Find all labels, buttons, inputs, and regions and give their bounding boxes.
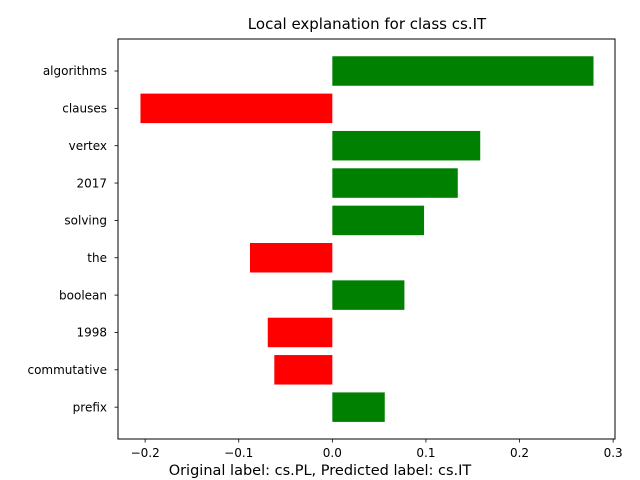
bar-2017 bbox=[332, 168, 458, 198]
y-tick-label-boolean: boolean bbox=[59, 288, 107, 302]
bar-prefix bbox=[332, 392, 385, 422]
bar-commutative bbox=[274, 355, 333, 385]
y-tick-label-vertex: vertex bbox=[69, 139, 107, 153]
x-tick-label: 0.2 bbox=[510, 446, 529, 460]
bar-clauses bbox=[140, 93, 333, 124]
x-tick-label: 0.0 bbox=[323, 446, 342, 460]
bar-vertex bbox=[332, 130, 481, 161]
y-tick-label-clauses: clauses bbox=[62, 102, 107, 116]
chart-title: Local explanation for class cs.IT bbox=[248, 15, 487, 33]
y-tick-label-prefix: prefix bbox=[73, 400, 107, 414]
x-axis: −0.2 −0.1 0.0 0.1 0.2 0.3 bbox=[131, 439, 623, 460]
y-tick-label-solving: solving bbox=[64, 214, 107, 228]
bar-1998 bbox=[267, 317, 333, 348]
x-tick-label: −0.1 bbox=[224, 446, 253, 460]
plot-frame bbox=[117, 38, 616, 440]
y-tick-label-2017: 2017 bbox=[76, 176, 107, 190]
bar-the bbox=[249, 243, 333, 273]
y-tick-label-1998: 1998 bbox=[76, 326, 107, 340]
chart-caption: Original label: cs.PL, Predicted label: … bbox=[169, 463, 472, 479]
bar-algorithms bbox=[332, 56, 594, 86]
bar-boolean bbox=[332, 280, 405, 310]
x-tick-label: −0.2 bbox=[131, 446, 160, 460]
y-tick-label-the: the bbox=[87, 251, 107, 265]
bars-group bbox=[140, 56, 594, 422]
x-tick-label: 0.3 bbox=[604, 446, 623, 460]
y-tick-label-algorithms: algorithms bbox=[43, 64, 107, 78]
bar-solving bbox=[332, 205, 425, 236]
x-tick-label: 0.1 bbox=[416, 446, 435, 460]
y-tick-label-commutative: commutative bbox=[27, 363, 107, 377]
y-axis: algorithms clauses vertex 2017 solving the boo… bbox=[27, 64, 118, 414]
